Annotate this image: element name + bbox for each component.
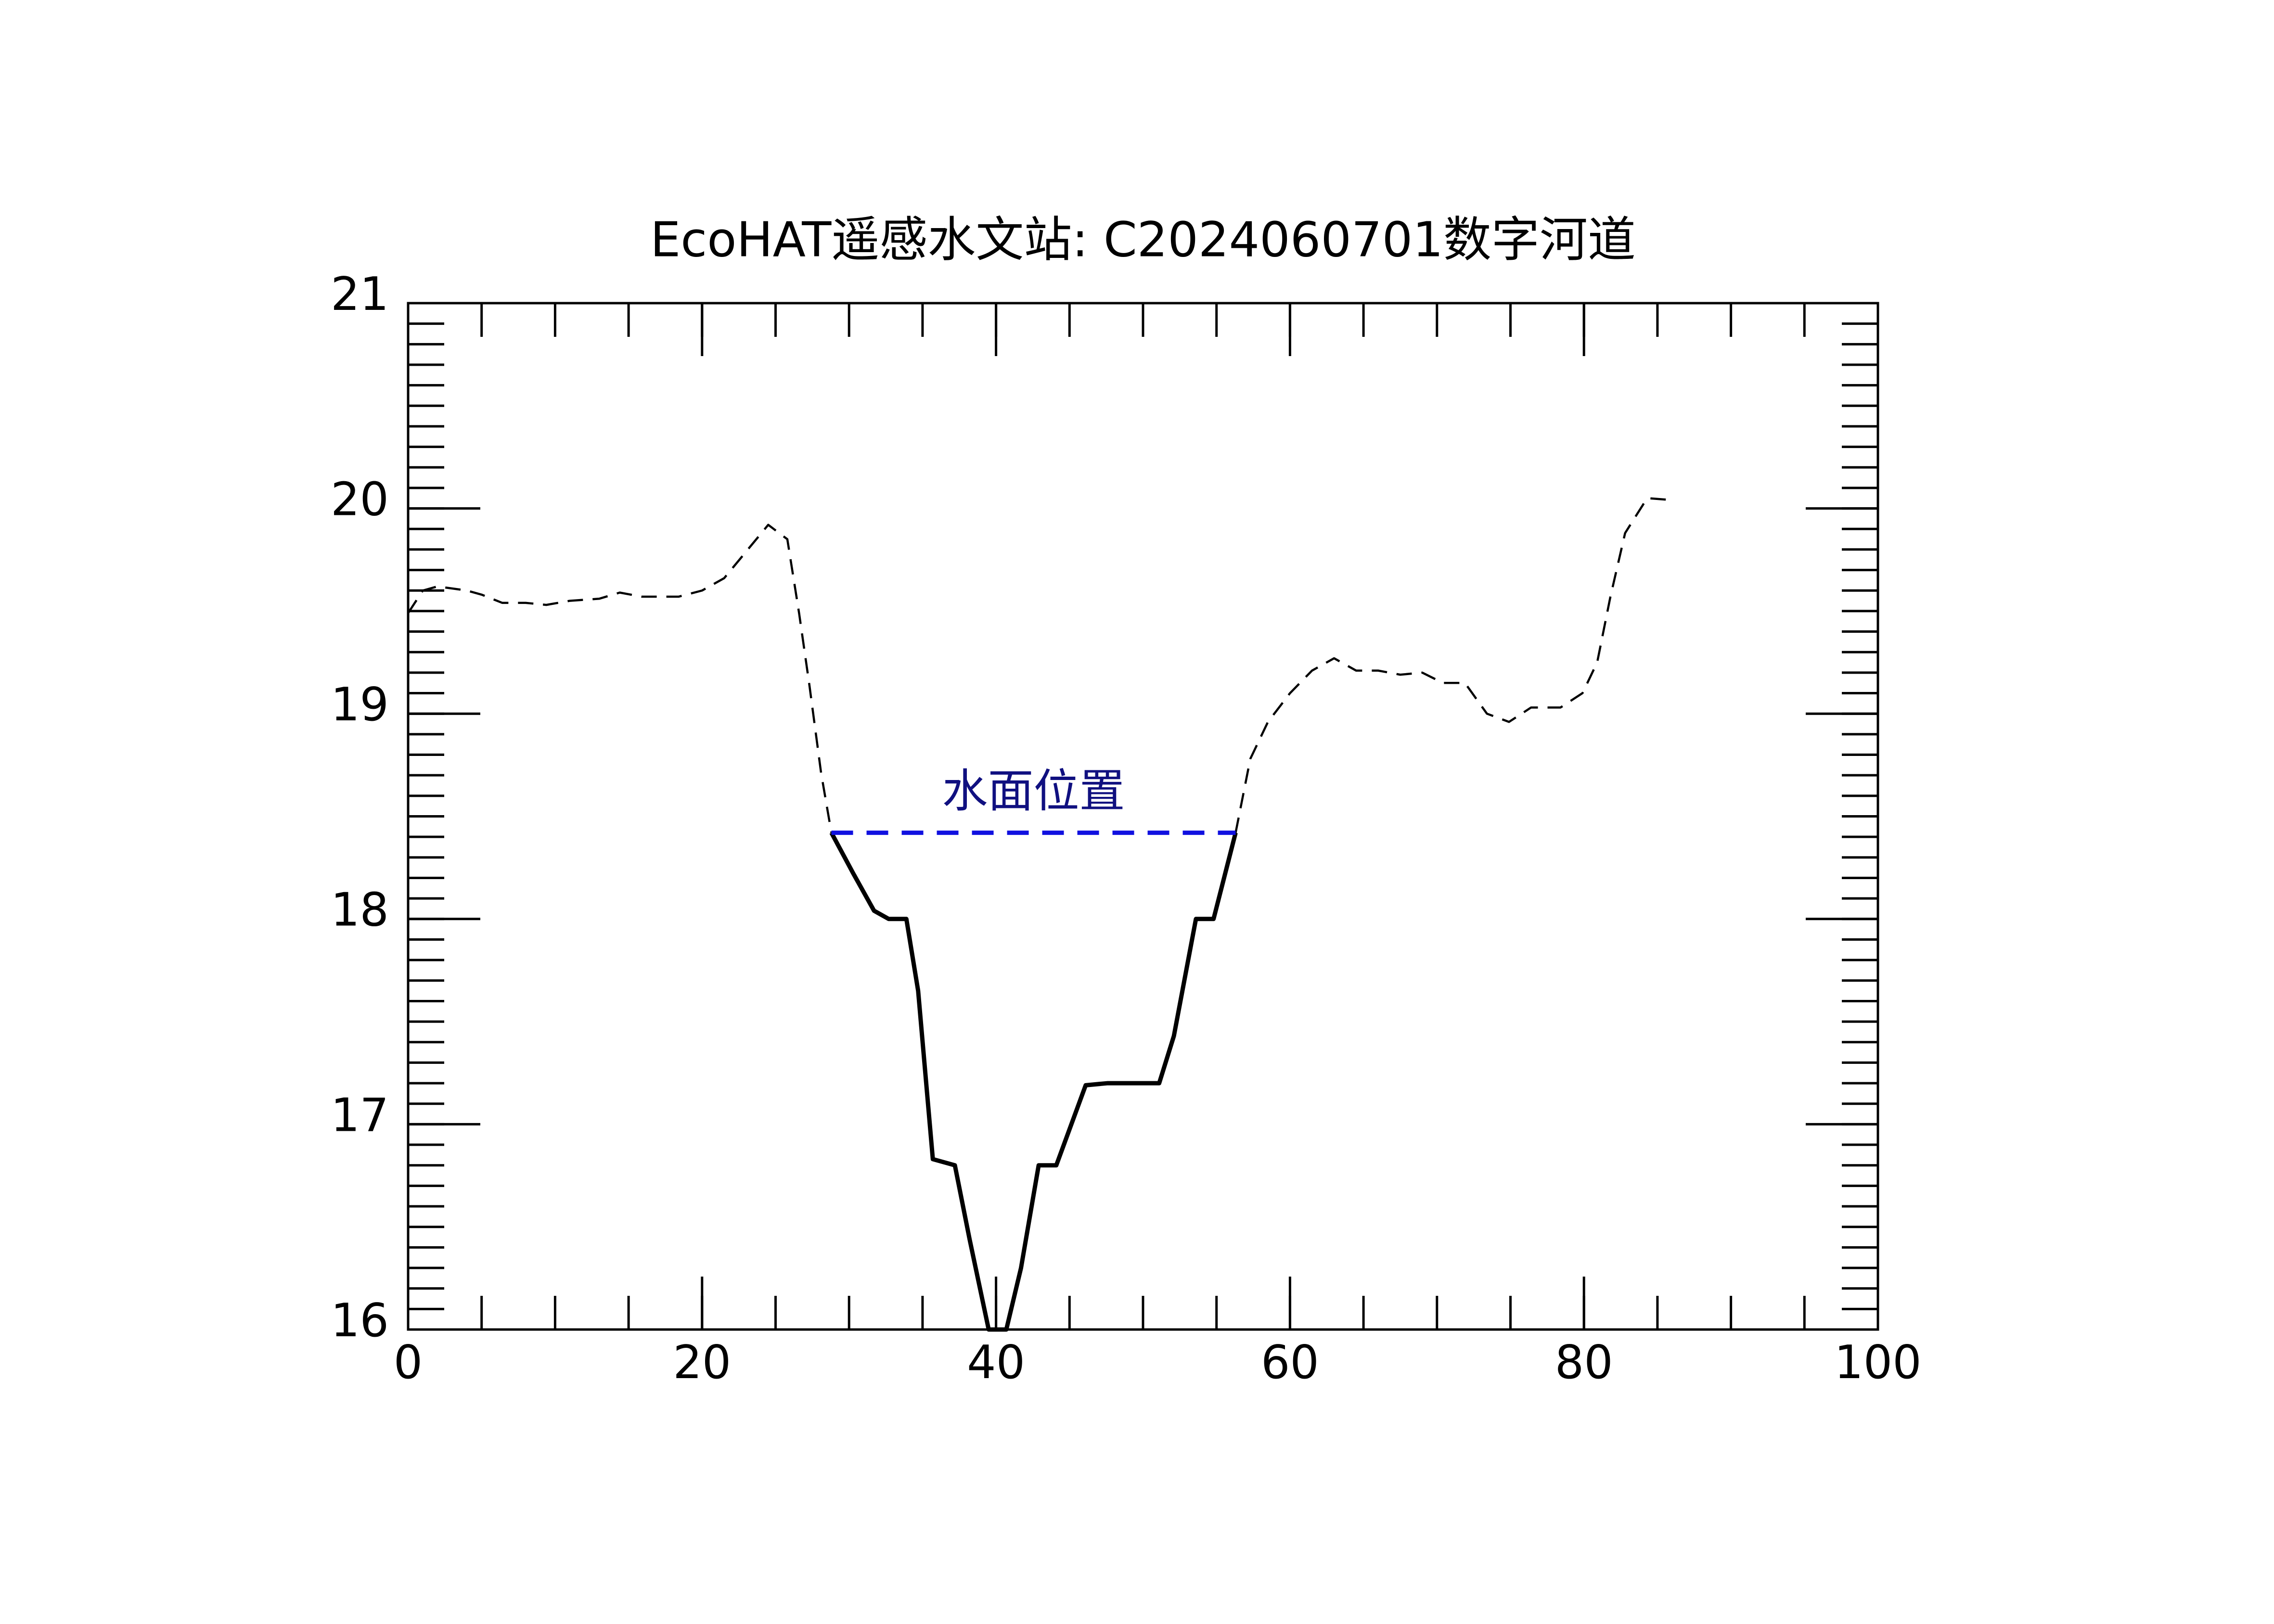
plot-frame xyxy=(407,302,1879,1331)
y-tick-label: 16 xyxy=(331,1294,389,1347)
x-tick-label: 20 xyxy=(673,1336,731,1389)
x-tick-label: 60 xyxy=(1261,1336,1319,1389)
y-tick-label: 20 xyxy=(331,473,389,526)
y-tick-label: 21 xyxy=(331,268,389,321)
terrain-line xyxy=(829,831,1238,1332)
terrain-line xyxy=(407,524,833,833)
chart-title: EcoHAT遥感水文站: C2024060701数字河道 xyxy=(650,211,1636,268)
terrain-line xyxy=(1234,497,1674,833)
y-tick-label: 19 xyxy=(331,678,389,731)
annotation: 水面位置 xyxy=(942,765,1125,818)
x-tick-label: 80 xyxy=(1555,1336,1613,1389)
x-tick-label: 40 xyxy=(967,1336,1025,1389)
x-tick-label: 0 xyxy=(394,1336,423,1389)
y-tick-label: 17 xyxy=(331,1089,389,1142)
y-tick-label: 18 xyxy=(331,884,389,937)
x-tick-label: 100 xyxy=(1834,1336,1921,1389)
